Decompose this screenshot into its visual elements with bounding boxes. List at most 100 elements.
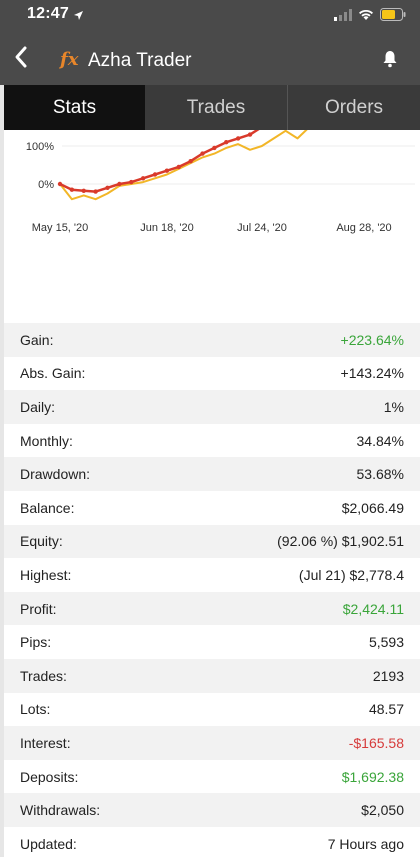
chart-lines xyxy=(59,130,308,201)
stat-label: Pips: xyxy=(20,634,52,651)
chart-grid xyxy=(62,145,415,185)
stat-value: $2,066.49 xyxy=(341,499,404,516)
y-tick-label: 0% xyxy=(38,179,54,191)
status-indicators xyxy=(334,8,406,26)
battery-icon xyxy=(380,8,406,26)
chart-y-ticks: 100% 0% xyxy=(26,141,54,191)
stat-label: Gain: xyxy=(20,331,54,348)
stat-label: Profit: xyxy=(20,600,57,617)
growth-chart-svg: 100% 0% May 15, '20 Jun 18, '20 Jul 24, '20… xyxy=(26,130,415,234)
stats-list: Gain: +223.64% Abs. Gain: +143.24% Daily: 1% M… xyxy=(4,323,420,857)
stat-label: Highest: xyxy=(20,566,72,583)
stat-value: 5,593 xyxy=(368,634,404,651)
data-point xyxy=(117,181,122,187)
stat-value: $1,692.38 xyxy=(341,768,404,785)
stat-row: Highest: (Jul 21) $2,778.4 xyxy=(4,558,420,592)
left-edge xyxy=(0,85,4,857)
stat-row: Withdrawals: $2,050 xyxy=(4,793,420,827)
stat-row: Profit: $2,424.11 xyxy=(4,591,420,626)
stat-label: Drawdown: xyxy=(20,466,91,483)
nav-bar: fx Azha Trader xyxy=(0,30,420,85)
account-title: Azha Trader xyxy=(88,50,192,71)
data-point xyxy=(81,188,86,194)
data-point xyxy=(235,136,241,141)
stat-value: 7 Hours ago xyxy=(327,835,404,852)
stat-value: 34.84% xyxy=(356,432,404,449)
data-point xyxy=(129,179,134,185)
data-point xyxy=(164,168,170,173)
data-point xyxy=(105,185,110,190)
stat-value: -$165.58 xyxy=(348,734,404,751)
stat-label: Daily: xyxy=(20,398,56,415)
y-tick-label: 100% xyxy=(26,141,54,153)
stat-row: Abs. Gain: +143.24% xyxy=(4,356,420,391)
back-button[interactable] xyxy=(8,42,34,72)
x-tick-label: Jun 18, '20 xyxy=(140,222,193,234)
stat-row: Monthly: 34.84% xyxy=(4,423,420,458)
stat-label: Monthly: xyxy=(20,432,73,449)
data-point xyxy=(247,132,253,137)
series-line-red xyxy=(59,130,260,193)
stat-label: Withdrawals: xyxy=(20,802,101,819)
stat-row: Deposits: $1,692.38 xyxy=(4,759,420,794)
stat-row: Balance: $2,066.49 xyxy=(4,490,420,525)
notifications-button[interactable] xyxy=(382,50,398,73)
chart-x-ticks: May 15, '20 Jun 18, '20 Jul 24, '20 Aug 28,… xyxy=(32,222,392,234)
tab-bar: Stats Trades Orders xyxy=(4,85,420,130)
data-point xyxy=(188,159,193,164)
stat-row: Equity: (92.06 %) $1,902.51 xyxy=(4,524,420,559)
x-tick-label: Aug 28, '20 xyxy=(336,222,391,234)
app-logo: fx xyxy=(60,49,79,70)
chart-points xyxy=(57,132,253,194)
stat-value: (Jul 21) $2,778.4 xyxy=(298,566,404,583)
stat-label: Balance: xyxy=(20,499,75,516)
stat-label: Equity: xyxy=(20,533,63,550)
data-point xyxy=(176,164,181,170)
data-point xyxy=(224,140,229,145)
stat-label: Updated: xyxy=(20,835,77,852)
signal-icon xyxy=(334,8,352,26)
wifi-icon xyxy=(358,8,374,26)
stat-row: Trades: 2193 xyxy=(4,658,420,693)
data-point xyxy=(200,151,205,156)
status-time: 12:47 xyxy=(27,5,69,22)
data-point xyxy=(140,176,146,181)
stat-row: Daily: 1% xyxy=(4,390,420,424)
stat-value: +143.24% xyxy=(340,365,404,382)
data-point xyxy=(152,172,158,177)
data-point xyxy=(212,145,217,151)
x-tick-label: May 15, '20 xyxy=(32,222,89,234)
stat-value: 53.68% xyxy=(356,466,404,483)
stat-value: 2193 xyxy=(372,667,404,684)
bell-icon xyxy=(383,51,397,68)
stat-row: Interest: -$165.58 xyxy=(4,726,420,760)
growth-chart[interactable]: 100% 0% May 15, '20 Jun 18, '20 Jul 24, '20… xyxy=(4,130,420,320)
series-line-yellow xyxy=(59,130,308,201)
data-point xyxy=(93,189,98,194)
stat-value: $2,424.11 xyxy=(342,600,404,617)
stat-row: Updated: 7 Hours ago xyxy=(4,826,420,857)
location-arrow-icon xyxy=(73,8,84,26)
stat-value: (92.06 %) $1,902.51 xyxy=(277,533,404,550)
stat-label: Deposits: xyxy=(20,768,79,785)
stat-row: Gain: +223.64% xyxy=(4,323,420,357)
status-bar: 12:47 xyxy=(0,0,420,30)
stat-row: Drawdown: 53.68% xyxy=(4,457,420,491)
stat-label: Abs. Gain: xyxy=(20,365,86,382)
stat-row: Lots: 48.57 xyxy=(4,692,420,727)
stat-value: +223.64% xyxy=(340,331,404,348)
data-point xyxy=(57,181,63,187)
chevron-left-icon xyxy=(15,46,27,68)
stat-row: Pips: 5,593 xyxy=(4,625,420,659)
tab-trades[interactable]: Trades xyxy=(145,85,288,130)
stat-value: 1% xyxy=(383,398,404,415)
stat-value: $2,050 xyxy=(361,802,404,819)
x-tick-label: Jul 24, '20 xyxy=(237,222,287,234)
stat-value: 48.57 xyxy=(368,701,404,718)
stat-label: Trades: xyxy=(20,667,67,684)
tab-stats[interactable]: Stats xyxy=(4,85,145,130)
data-point xyxy=(69,187,75,192)
stat-label: Interest: xyxy=(20,734,71,751)
stat-label: Lots: xyxy=(20,701,51,718)
tab-orders[interactable]: Orders xyxy=(324,96,384,118)
